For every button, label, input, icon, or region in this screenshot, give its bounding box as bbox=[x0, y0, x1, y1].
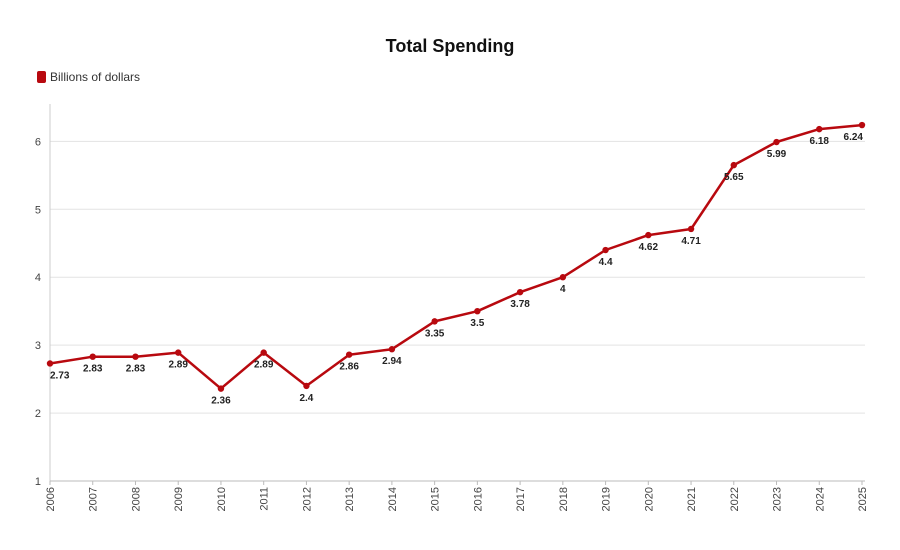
data-label: 5.99 bbox=[767, 149, 787, 160]
data-point bbox=[773, 138, 780, 146]
x-tick-label: 2010 bbox=[216, 487, 228, 511]
data-point bbox=[388, 346, 396, 353]
y-tick-label: 3 bbox=[35, 340, 41, 352]
data-point bbox=[730, 161, 737, 169]
data-label: 2.73 bbox=[50, 370, 70, 381]
x-tick-label: 2012 bbox=[301, 487, 313, 511]
data-label: 2.89 bbox=[254, 360, 274, 371]
x-tick-label: 2015 bbox=[430, 487, 442, 511]
data-label: 2.83 bbox=[83, 364, 103, 375]
data-label: 2.94 bbox=[382, 356, 402, 367]
data-label: 2.4 bbox=[299, 393, 313, 404]
x-tick-label: 2022 bbox=[729, 487, 741, 511]
x-tick-label: 2008 bbox=[130, 487, 142, 511]
x-tick-label: 2013 bbox=[344, 487, 356, 511]
x-tick-label: 2025 bbox=[857, 487, 869, 511]
data-point bbox=[217, 385, 225, 392]
data-point bbox=[858, 121, 866, 129]
y-tick-label: 2 bbox=[35, 408, 41, 420]
data-label: 6.18 bbox=[810, 136, 830, 147]
x-tick-label: 2006 bbox=[45, 487, 57, 511]
data-label: 2.86 bbox=[339, 362, 359, 373]
legend-swatch bbox=[37, 71, 46, 83]
x-tick-label: 2024 bbox=[814, 487, 826, 511]
x-tick-label: 2011 bbox=[259, 487, 271, 511]
chart-title: Total Spending bbox=[385, 36, 515, 56]
y-tick-label: 4 bbox=[35, 272, 41, 284]
data-label: 4 bbox=[560, 284, 566, 295]
data-point bbox=[89, 353, 96, 360]
series-line bbox=[49, 123, 863, 390]
data-point bbox=[345, 351, 353, 358]
data-point bbox=[474, 307, 481, 315]
data-label: 3.78 bbox=[510, 299, 530, 310]
x-tick-label: 2014 bbox=[387, 487, 399, 511]
x-tick-label: 2017 bbox=[515, 487, 527, 511]
x-tick-label: 2020 bbox=[643, 487, 655, 511]
data-label: 5.65 bbox=[724, 172, 744, 183]
y-tick-label: 5 bbox=[35, 204, 41, 216]
data-label: 3.35 bbox=[425, 328, 445, 339]
data-label: 3.5 bbox=[470, 318, 484, 329]
data-point bbox=[516, 288, 524, 296]
data-point bbox=[46, 360, 54, 367]
data-point bbox=[816, 125, 823, 133]
data-point bbox=[132, 353, 139, 360]
data-point bbox=[645, 231, 652, 239]
data-label: 4.4 bbox=[599, 257, 613, 268]
data-point bbox=[559, 274, 567, 281]
y-tick-label: 6 bbox=[35, 136, 41, 148]
data-point bbox=[687, 225, 695, 233]
data-label: 2.36 bbox=[211, 396, 231, 407]
data-point bbox=[260, 349, 267, 356]
x-tick-label: 2023 bbox=[772, 487, 784, 511]
x-tick-label: 2019 bbox=[601, 487, 613, 511]
data-label: 4.71 bbox=[681, 236, 701, 247]
data-point bbox=[175, 349, 182, 356]
legend[interactable]: Billions of dollars bbox=[37, 70, 140, 84]
x-tick-label: 2018 bbox=[558, 487, 570, 511]
data-point bbox=[431, 318, 438, 325]
data-label: 2.89 bbox=[168, 360, 188, 371]
data-label: 2.83 bbox=[126, 364, 146, 375]
data-point bbox=[602, 246, 609, 254]
data-point bbox=[303, 382, 310, 390]
data-label: 4.62 bbox=[639, 242, 659, 253]
x-tick-label: 2021 bbox=[686, 487, 698, 511]
y-tick-label: 1 bbox=[35, 476, 41, 488]
legend-label: Billions of dollars bbox=[50, 70, 141, 84]
x-tick-label: 2016 bbox=[472, 487, 484, 511]
x-tick-label: 2007 bbox=[88, 487, 100, 511]
x-tick-label: 2009 bbox=[173, 487, 185, 511]
data-label: 6.24 bbox=[844, 132, 864, 143]
